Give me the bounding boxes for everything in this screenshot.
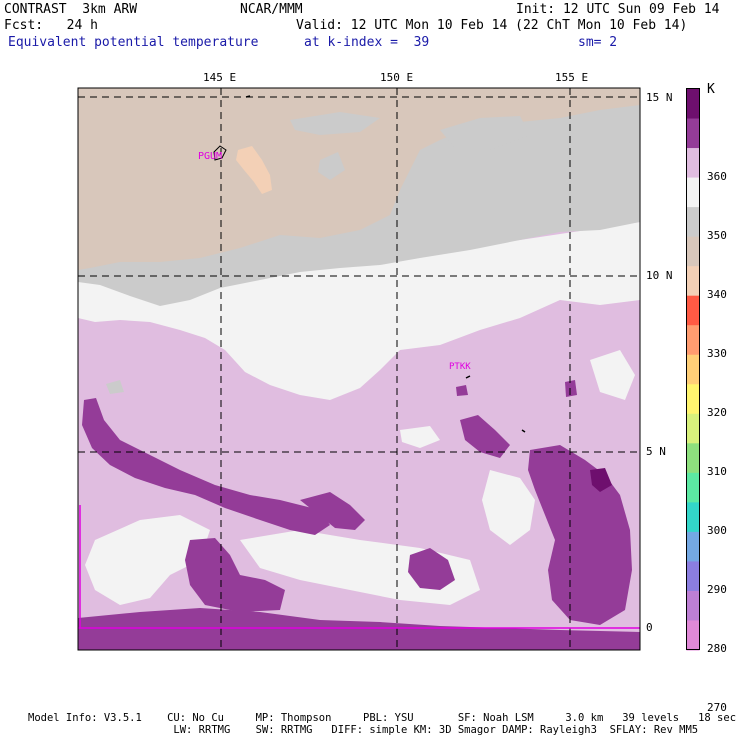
colorbar-segment bbox=[686, 118, 700, 149]
lat-label-10n: 10 N bbox=[646, 269, 673, 282]
station-label-ptkk: PTKK bbox=[449, 362, 471, 372]
patch-white-e bbox=[590, 350, 635, 400]
patch-350-b bbox=[440, 116, 530, 150]
field-name: Equivalent potential temperature bbox=[8, 35, 259, 50]
colorbar-tick-label: 360 bbox=[707, 169, 727, 183]
chuuk-coastline bbox=[465, 375, 471, 379]
lat-lon-grid bbox=[78, 88, 640, 650]
model-info-line2: LW: RRTMG SW: RRTMG DIFF: simple KM: 3D … bbox=[28, 724, 699, 736]
colorbar-tick-label: 290 bbox=[707, 582, 727, 596]
station-label-pgum: PGUM bbox=[198, 151, 223, 162]
lat-label-15n: 15 N bbox=[646, 91, 673, 104]
patch-350-c bbox=[318, 152, 345, 180]
region-370-equator bbox=[78, 608, 640, 650]
map-frame bbox=[77, 87, 641, 651]
region-370-ptkk-dot bbox=[456, 385, 468, 396]
colorbar-segment bbox=[686, 502, 700, 533]
model-title: CONTRAST 3km ARW bbox=[4, 2, 138, 17]
colorbar-unit: K bbox=[707, 82, 715, 97]
colorbar-segment bbox=[686, 325, 700, 356]
patch-white-sw bbox=[85, 515, 210, 605]
region-370-islet bbox=[565, 380, 577, 397]
colorbar-tick-label: 310 bbox=[707, 464, 727, 478]
model-info-line1: Model Info: V3.5.1 CU: No Cu MP: Thompso… bbox=[28, 712, 737, 724]
colorbar-segment bbox=[686, 236, 700, 267]
colorbar-segment bbox=[686, 620, 700, 651]
colorbar-segment bbox=[686, 266, 700, 297]
colorbar-segment bbox=[686, 413, 700, 444]
lat-label-equator: 0 bbox=[646, 621, 653, 634]
colorbar-segment bbox=[686, 89, 700, 120]
speck-350 bbox=[106, 380, 124, 394]
region-370-sw-blob bbox=[185, 538, 285, 612]
lat-label-5n: 5 N bbox=[646, 445, 666, 458]
forecast-hour: Fcst: 24 h bbox=[4, 18, 98, 33]
region-345 bbox=[78, 88, 640, 270]
island-coastline-north bbox=[245, 95, 251, 98]
lon-label-155: 155 E bbox=[555, 71, 589, 84]
colorbar bbox=[686, 88, 700, 651]
colorbar-tick-label: 270 bbox=[707, 701, 727, 715]
pohnpei-coastline bbox=[521, 429, 526, 433]
colorbar-tick-label: 320 bbox=[707, 405, 727, 419]
colorbar-segment bbox=[686, 207, 700, 238]
lon-label-150: 150 E bbox=[380, 71, 414, 84]
colorbar-tick-label: 330 bbox=[707, 346, 727, 360]
colorbar-tick-label: 350 bbox=[707, 228, 727, 242]
colorbar-tick-label: 280 bbox=[707, 642, 727, 655]
colorbar-segment bbox=[686, 384, 700, 415]
region-370-band-west bbox=[82, 398, 330, 535]
colorbar-frame bbox=[686, 88, 700, 650]
region-380 bbox=[590, 468, 612, 492]
colorbar-segment bbox=[686, 561, 700, 592]
colorbar-segment bbox=[686, 443, 700, 474]
organization-label: NCAR/MMM bbox=[240, 2, 303, 17]
patch-white-se bbox=[482, 470, 535, 545]
colorbar-segment bbox=[686, 148, 700, 179]
region-370-east bbox=[528, 445, 632, 625]
guam-coastline bbox=[213, 145, 227, 161]
region-370-ptkk-east bbox=[460, 415, 510, 458]
colorbar-segment bbox=[686, 177, 700, 208]
colorbar-tick-label: 340 bbox=[707, 287, 727, 301]
region-340-guam bbox=[236, 146, 272, 194]
colorbar-segment bbox=[686, 590, 700, 621]
valid-time: Valid: 12 UTC Mon 10 Feb 14 (22 ChT Mon … bbox=[296, 18, 688, 33]
patch-white-mid bbox=[400, 426, 440, 448]
colorbar-segment bbox=[686, 295, 700, 326]
level-index: at k-index = 39 bbox=[304, 35, 430, 50]
colorbar-segment bbox=[686, 531, 700, 562]
patch-350-a bbox=[290, 112, 380, 135]
region-370-west-tail bbox=[300, 492, 365, 530]
lon-label-145: 145 E bbox=[203, 71, 237, 84]
region-370-s-blob bbox=[408, 548, 455, 590]
colorbar-segment bbox=[686, 354, 700, 385]
colorbar-segment bbox=[686, 472, 700, 503]
init-time: Init: 12 UTC Sun 09 Feb 14 bbox=[516, 2, 720, 17]
smoothing-label: sm= 2 bbox=[578, 35, 618, 50]
colorbar-tick-label: 300 bbox=[707, 523, 727, 537]
